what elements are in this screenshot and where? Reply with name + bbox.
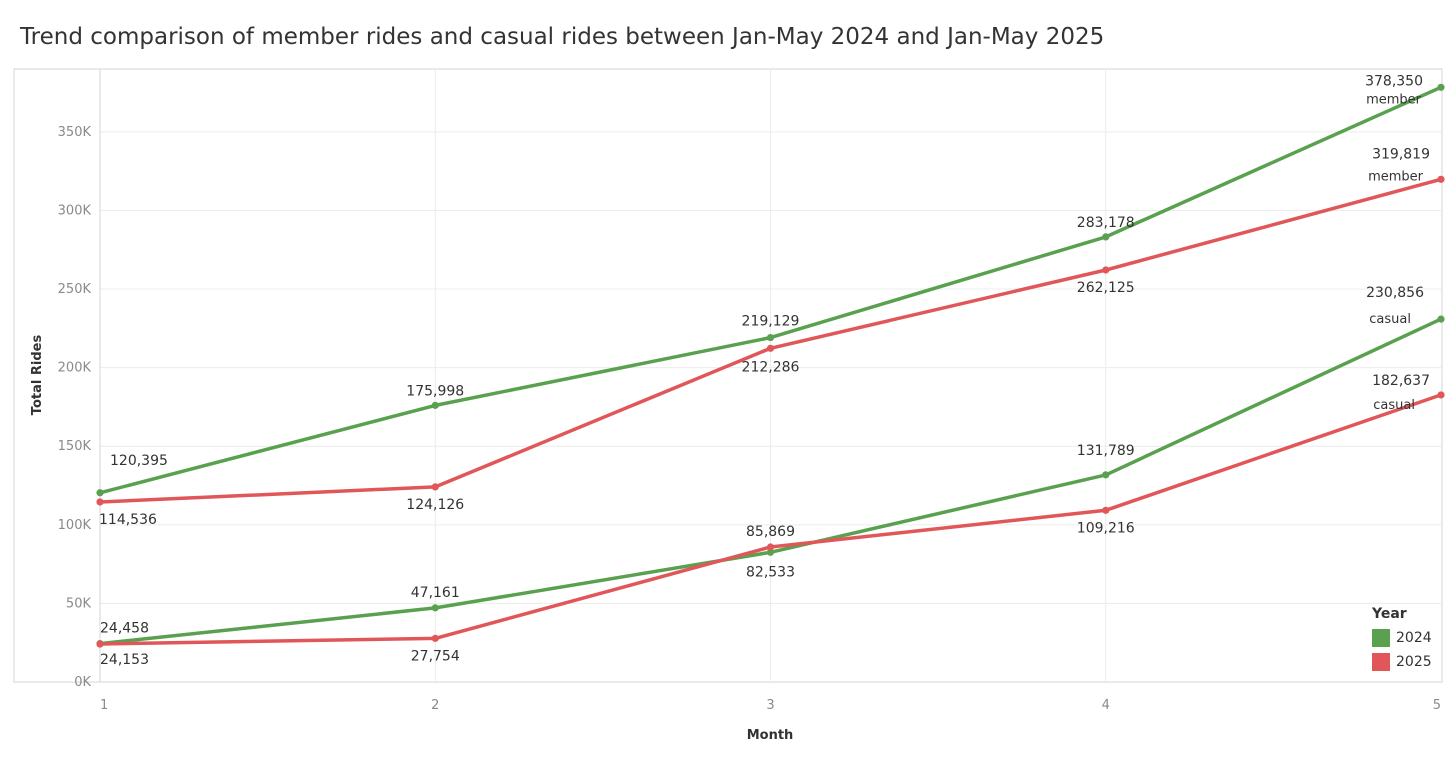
y-tick-label: 100K [58,518,92,533]
data-label: 219,129 [742,314,800,330]
data-point[interactable] [431,483,439,491]
data-point[interactable] [1102,233,1110,241]
data-point[interactable] [96,489,104,497]
data-point[interactable] [766,548,775,556]
data-point[interactable] [1437,391,1445,399]
data-point[interactable] [431,634,439,642]
plot-frame [13,68,1443,683]
legend-swatch-2024 [1372,629,1390,647]
data-labels: 120,395 175,998 219,129 283,178 378,350 membe… [99,73,1430,668]
legend-label-2024: 2024 [1396,630,1432,646]
data-label: 85,869 [746,524,795,540]
data-point[interactable] [431,401,439,409]
data-label: 230,856 [1366,285,1424,301]
data-point[interactable] [1102,471,1110,479]
data-label: 24,458 [100,621,149,637]
data-label: 262,125 [1077,280,1135,296]
data-label: 175,998 [406,383,464,399]
data-points [96,83,1445,648]
series-type-label: member [1368,169,1424,184]
y-tick-label: 250K [58,282,92,297]
series-type-label: casual [1369,312,1411,327]
data-label: 283,178 [1077,215,1135,231]
y-tick-label: 150K [58,439,92,454]
data-label: 27,754 [411,648,460,664]
data-label: 182,637 [1372,373,1430,389]
data-label: 131,789 [1077,443,1135,459]
x-tick-label: 1 [100,698,108,713]
x-tick-label: 2 [431,698,439,713]
x-axis-ticks: 1 2 3 4 5 [100,698,1441,713]
data-point[interactable] [1437,315,1445,323]
y-tick-label: 50K [66,596,92,611]
x-tick-label: 3 [766,698,774,713]
y-tick-label: 0K [74,675,91,690]
data-point[interactable] [96,640,104,648]
data-point[interactable] [1102,506,1110,514]
legend-title: Year [1372,606,1407,622]
data-label: 114,536 [99,512,157,528]
data-label: 82,533 [746,564,795,580]
y-tick-label: 300K [58,203,92,218]
data-point[interactable] [766,344,775,352]
series-type-label: casual [1373,398,1415,413]
data-point[interactable] [1437,83,1445,91]
data-label: 47,161 [411,585,460,601]
data-label: 24,153 [100,652,149,668]
x-axis-title: Month [747,728,794,743]
data-label: 319,819 [1372,146,1430,162]
legend-label-2025: 2025 [1396,654,1432,670]
gridlines [100,69,1441,682]
chart-title: Trend comparison of member rides and cas… [20,24,1105,50]
data-point[interactable] [1102,266,1110,274]
data-point[interactable] [766,333,775,342]
series-type-label: member [1366,92,1422,107]
y-axis-title: Total Rides [30,335,45,416]
legend-swatch-2025 [1372,653,1390,671]
data-label: 378,350 [1365,73,1423,89]
data-point[interactable] [431,604,439,612]
data-point[interactable] [1437,175,1445,183]
data-label: 124,126 [406,497,464,513]
data-label: 120,395 [110,453,168,469]
x-tick-label: 4 [1102,698,1110,713]
data-label: 212,286 [742,359,800,375]
y-axis-ticks: 0K 50K 100K 150K 200K 250K 300K 350K [58,125,92,690]
data-point[interactable] [766,543,775,551]
y-tick-label: 200K [58,361,92,376]
x-tick-label: 5 [1433,698,1441,713]
data-label: 109,216 [1077,520,1135,536]
legend: Year 2024 2025 [1372,606,1432,674]
legend-item-2024[interactable]: 2024 [1372,626,1432,650]
y-tick-label: 350K [58,125,92,140]
data-point[interactable] [96,498,104,506]
legend-item-2025[interactable]: 2025 [1372,650,1432,674]
